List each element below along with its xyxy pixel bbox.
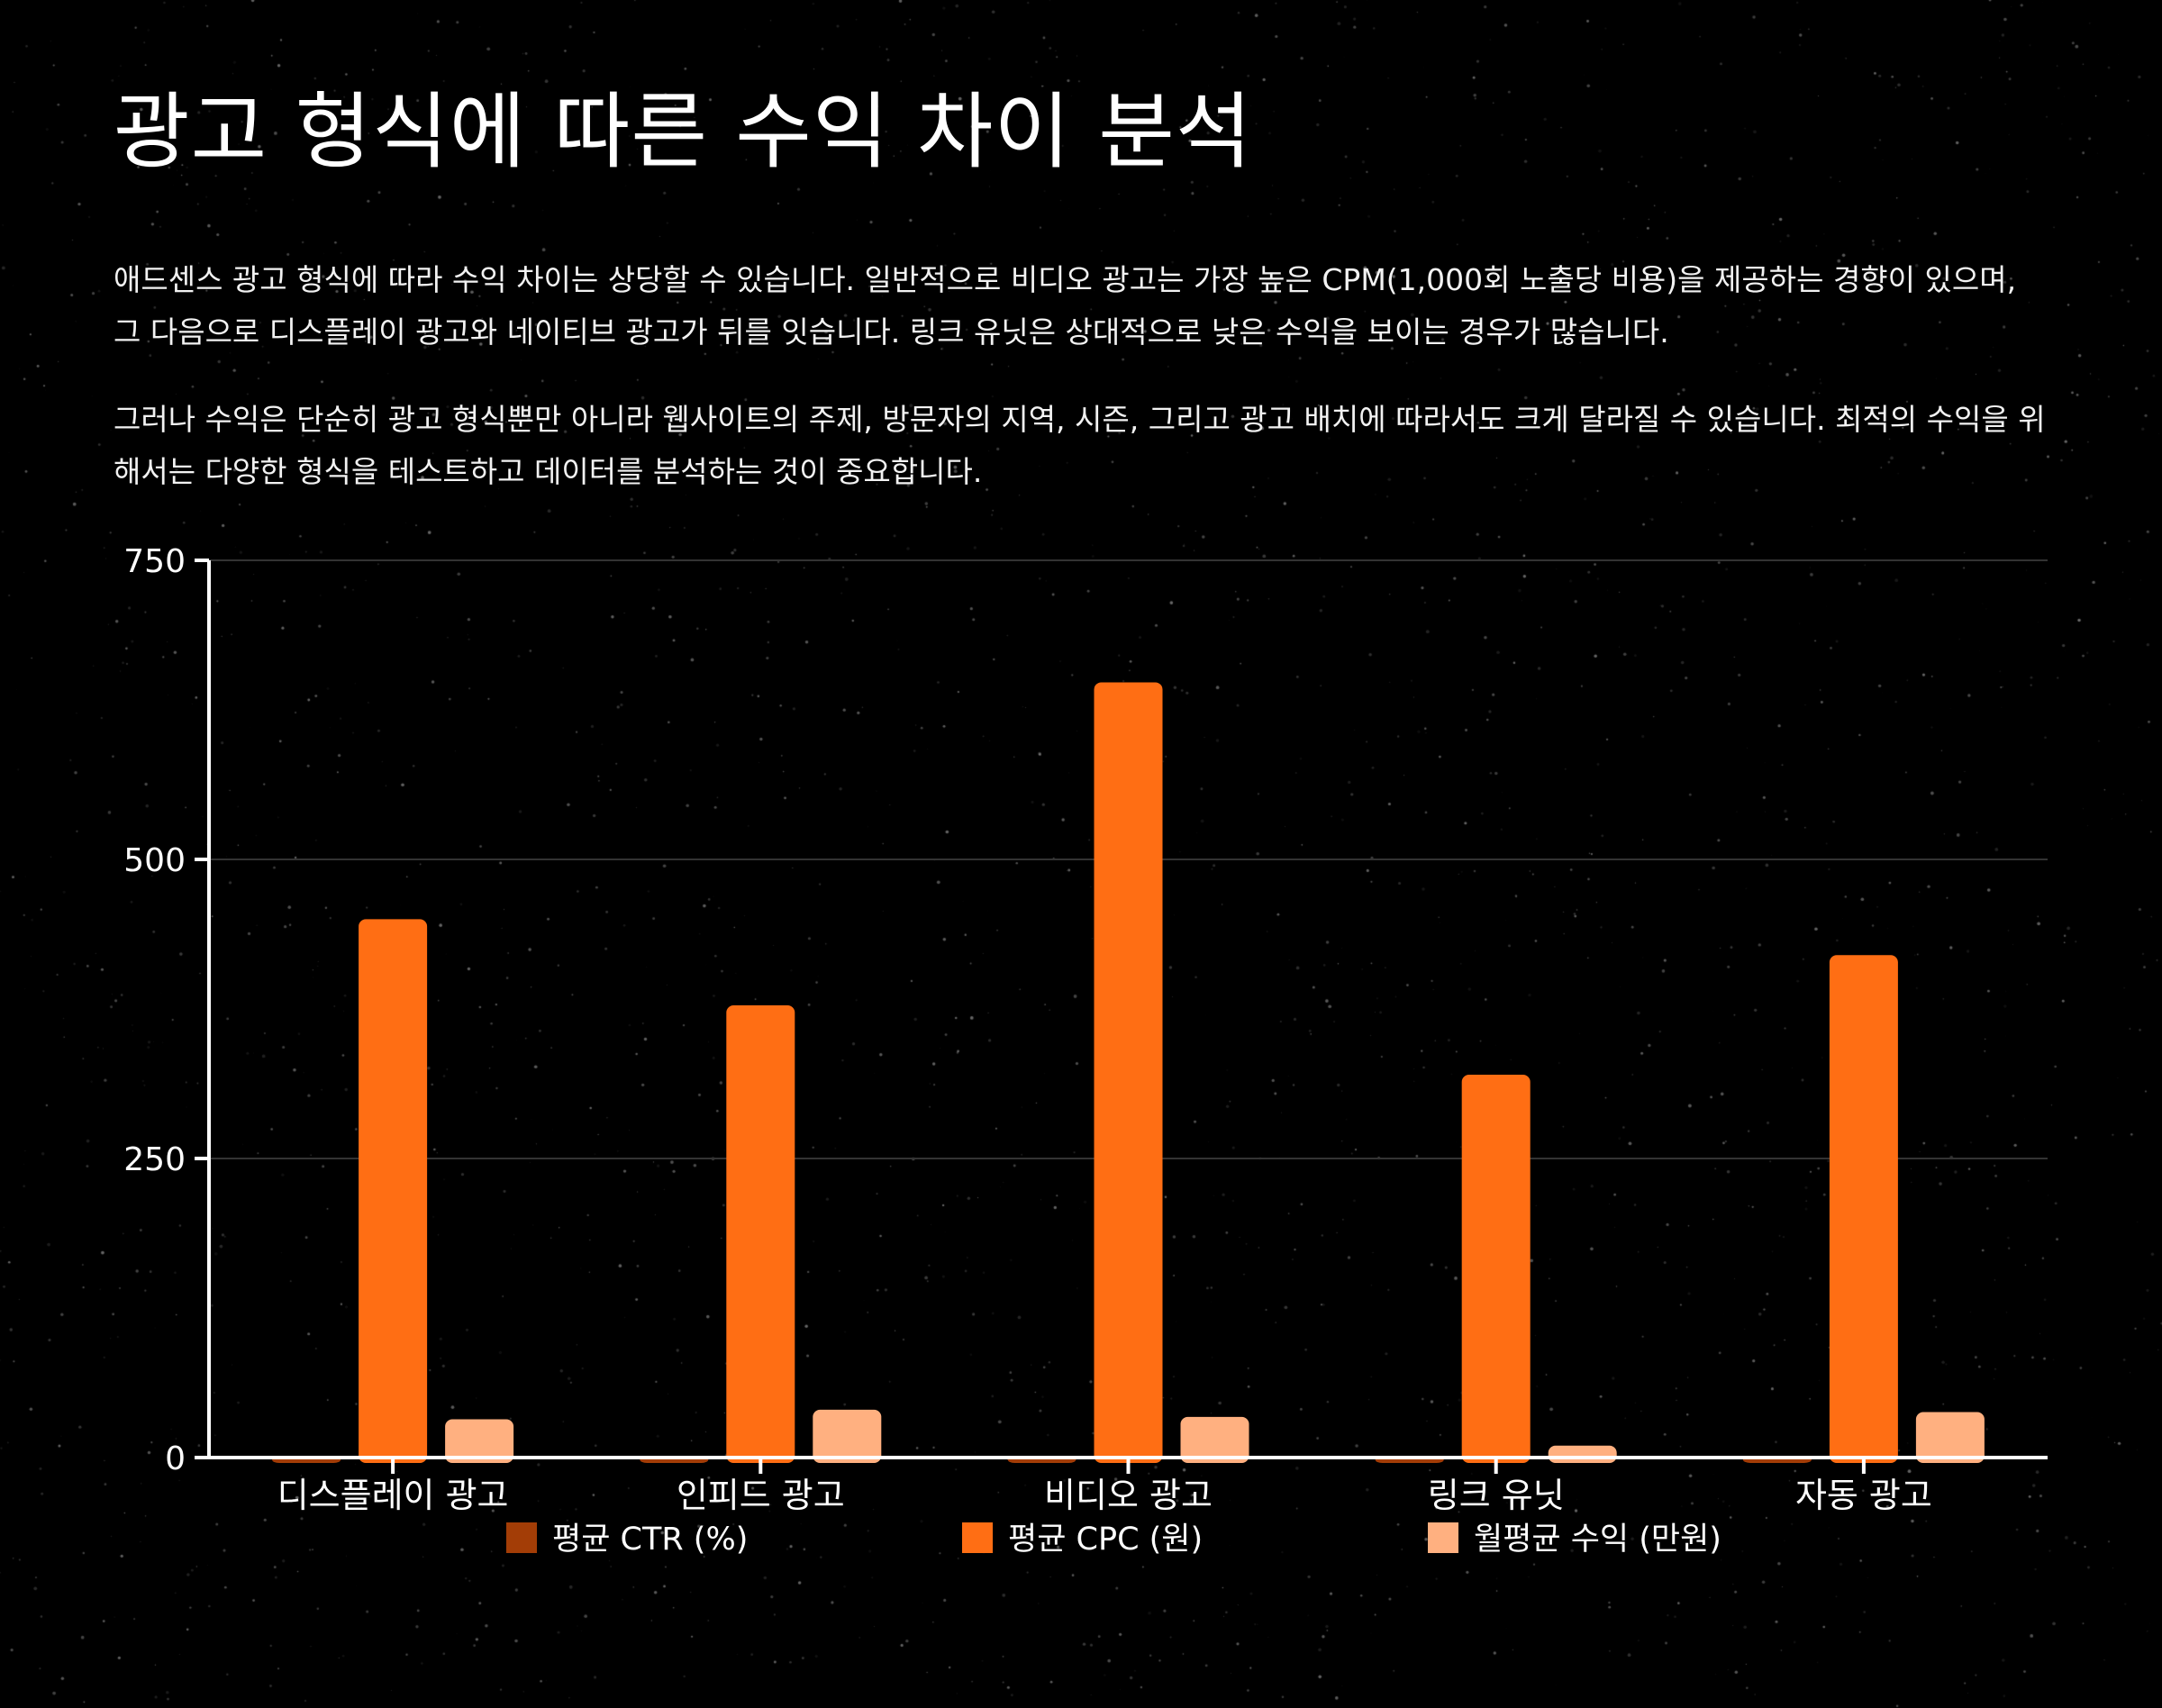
bar-2-5 [1829, 955, 1898, 1463]
x-tick-labels: 디스플레이 광고 인피드 광고 비디오 광고 링크 유닛 자동 광고 [277, 1476, 1932, 1515]
axes [195, 559, 2048, 1474]
legend-swatch [1428, 1522, 1458, 1553]
x-tick-label: 디스플레이 광고 [277, 1476, 509, 1515]
legend-swatch [506, 1522, 537, 1553]
detail-paragraph: 그러나 수익은 단순히 광고 형식뿐만 아니라 웹사이트의 주제, 방문자의 지… [114, 402, 2046, 489]
legend-item-1[interactable]: 평균 CTR (%) [506, 1522, 748, 1558]
y-tick-label: 0 [165, 1440, 186, 1477]
bar-3-2 [813, 1409, 882, 1463]
legend-label: 평균 CPC (원) [1008, 1522, 1203, 1558]
bar-3-3 [1180, 1416, 1249, 1463]
intro-paragraph: 애드센스 광고 형식에 따라 수익 차이는 상당할 수 있습니다. 일반적으로 … [114, 262, 2017, 350]
legend-label: 평균 CTR (%) [552, 1522, 748, 1558]
bar-2-4 [1461, 1075, 1531, 1463]
bar-2-3 [1094, 682, 1163, 1463]
bar-2-1 [359, 919, 428, 1463]
bar-2-2 [726, 1005, 795, 1463]
x-tick-label: 자동 광고 [1795, 1476, 1932, 1515]
page-title: 광고 형식에 따른 수익 차이 분석 [114, 84, 1253, 180]
x-tick-label: 인피드 광고 [677, 1476, 845, 1515]
y-tick-label: 250 [123, 1141, 186, 1178]
bar-3-5 [1915, 1412, 1985, 1463]
bar-3-4 [1548, 1445, 1617, 1463]
legend[interactable]: 평균 CTR (%) 평균 CPC (원) 월평균 수익 (만원) [506, 1522, 1721, 1558]
x-tick-label: 링크 유닛 [1428, 1476, 1565, 1515]
legend-label: 월평균 수익 (만원) [1474, 1522, 1721, 1558]
bars [272, 682, 1985, 1463]
legend-item-2[interactable]: 평균 CPC (원) [962, 1522, 1203, 1558]
x-tick-label: 비디오 광고 [1044, 1476, 1213, 1515]
y-tick-labels: 0 250 500 750 [123, 543, 186, 1477]
bar-3-1 [445, 1419, 514, 1463]
legend-item-3[interactable]: 월평균 수익 (만원) [1428, 1522, 1721, 1558]
y-tick-label: 500 [123, 842, 186, 879]
legend-swatch [962, 1522, 993, 1553]
y-tick-label: 750 [123, 543, 186, 580]
